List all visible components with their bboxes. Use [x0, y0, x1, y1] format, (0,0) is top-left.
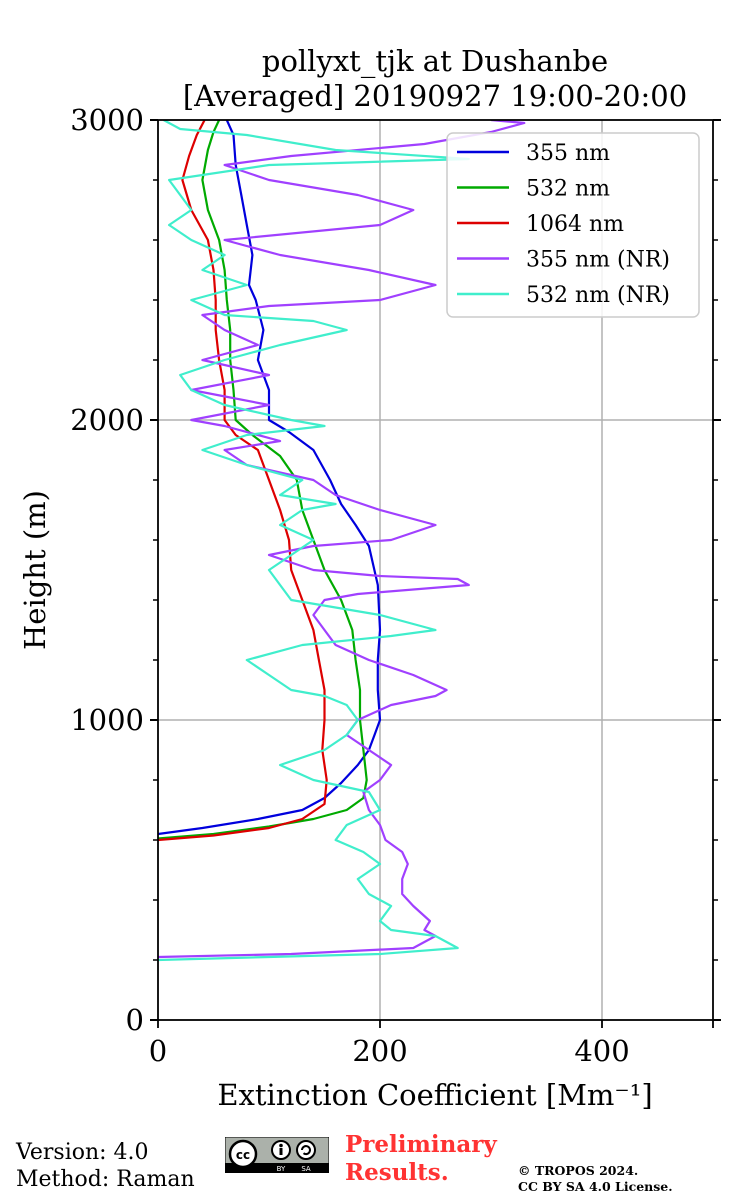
- version-label: Version: 4.0: [16, 1140, 149, 1165]
- preliminary-line-2: Results.: [345, 1159, 449, 1186]
- by-caption: BY: [277, 1165, 286, 1173]
- legend-label: 355 nm: [526, 141, 610, 166]
- sa-icon-arrow: [301, 1145, 311, 1156]
- series-line-532-nm: [158, 120, 368, 840]
- series-layer: [158, 120, 526, 962]
- y-tick-label: 2000: [70, 403, 144, 437]
- chart-subtitle: [Averaged] 20190927 19:00-20:00: [183, 79, 687, 113]
- chart-title: pollyxt_tjk at Dushanbe: [262, 44, 608, 79]
- legend-label: 355 nm (NR): [526, 248, 670, 273]
- y-tick-label: 1000: [70, 703, 144, 737]
- x-axis-label: Extinction Coefficient [Mm⁻¹]: [217, 1078, 652, 1112]
- copyright-line-2: CC BY SA 4.0 License.: [518, 1179, 673, 1194]
- y-tick-label: 0: [126, 1003, 144, 1037]
- badge-strip: [225, 1163, 329, 1173]
- copyright-notice: © TROPOS 2024. CC BY SA 4.0 License.: [518, 1163, 673, 1195]
- legend-label: 1064 nm: [526, 212, 624, 237]
- by-icon-body: [279, 1148, 283, 1155]
- legend-label: 532 nm: [526, 177, 610, 202]
- sa-caption: SA: [301, 1165, 311, 1173]
- x-tick-label: 400: [574, 1034, 629, 1068]
- tick-labels: 0 200 400 0 1000 2000 3000: [70, 103, 629, 1068]
- sa-icon: [296, 1140, 316, 1160]
- cc-by-sa-badge: cc BY SA: [225, 1137, 329, 1173]
- legend-box: [446, 132, 700, 318]
- series-line-532-nm-nr-: [158, 120, 470, 962]
- y-axis-label: Height (m): [18, 490, 52, 650]
- axis-ticks: [150, 119, 721, 1028]
- method-label: Method: Raman: [16, 1167, 195, 1192]
- x-tick-label: 0: [149, 1034, 167, 1068]
- cc-icon-glyph: cc: [236, 1148, 250, 1162]
- series-line-1064-nm: [158, 120, 328, 842]
- preliminary-notice: Preliminary Results.: [345, 1131, 497, 1187]
- preliminary-line-1: Preliminary: [345, 1131, 497, 1158]
- legend: 355 nm 532 nm 1064 nm 355 nm (NR) 532 nm (NR…: [446, 132, 700, 318]
- x-tick-label: 200: [352, 1034, 407, 1068]
- series-line-355-nm: [158, 120, 382, 836]
- by-icon-head: [279, 1143, 283, 1148]
- series-line-355-nm-nr-: [158, 120, 526, 959]
- copyright-line-1: © TROPOS 2024.: [518, 1163, 639, 1178]
- y-tick-label: 3000: [70, 103, 144, 137]
- plot-frame: [157, 119, 714, 1021]
- legend-label: 532 nm (NR): [526, 283, 670, 308]
- chart-figure: pollyxt_tjk at Dushanbe [Averaged] 20190…: [18, 44, 721, 1112]
- cc-icon: [228, 1139, 258, 1169]
